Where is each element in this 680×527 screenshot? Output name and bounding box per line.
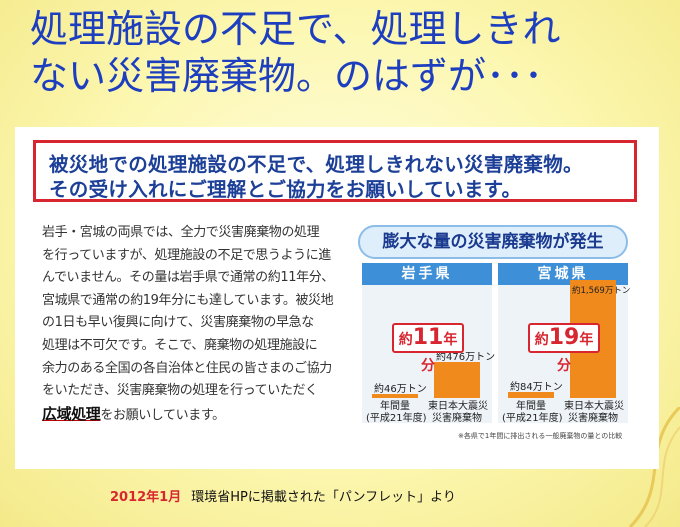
ratio-number: 11 xyxy=(412,325,444,350)
caption-text: 環境省HPに掲載された「パンフレット」より xyxy=(191,490,456,505)
pamphlet-headline-box: 被災地での処理施設の不足で、処理しきれない災害廃棄物。 その受け入れにご理解とご… xyxy=(33,140,637,202)
pamphlet-image: 被災地での処理施設の不足で、処理しきれない災害廃棄物。 その受け入れにご理解とご… xyxy=(15,127,659,469)
pamphlet-headline-line-2: その受け入れにご理解とご協力をお願いしています。 xyxy=(49,178,522,201)
chart-bar xyxy=(508,391,554,398)
body-line: をいただき、災害廃棄物の処理を行っていただく xyxy=(42,383,318,399)
body-line-last-rest: をお願いしています。 xyxy=(100,407,225,423)
waste-volume-chart: 膨大な量の災害廃棄物が発生 ※各県で1年間に排出される一般廃棄物の量との比較 岩… xyxy=(350,223,640,463)
chart-footnote: ※各県で1年間に排出される一般廃棄物の量との比較 xyxy=(458,432,623,440)
pamphlet-body-text: 岩手・宮城の両県では、全力で災害廃棄物の処理 を行っていますが、処理施設の不足で… xyxy=(42,222,342,427)
chart-bar xyxy=(372,394,418,398)
category-label: 年間量 (平成21年度) xyxy=(502,401,563,424)
bar-value-label: 約476万トン xyxy=(436,352,496,364)
body-line: 余力のある全国の各自治体と住民の皆さまのご協力 xyxy=(42,360,332,376)
chart-bar xyxy=(434,362,480,398)
chart-panel-header: 宮城県 xyxy=(498,263,628,285)
bar-value-label: 約84万トン xyxy=(510,381,563,393)
source-caption: 2012年1月 環境省HPに掲載された「パンフレット」より xyxy=(110,486,456,505)
slide-title-line-2: ない災害廃棄物。のはずが･･･ xyxy=(30,54,544,98)
ratio-number: 19 xyxy=(548,325,580,350)
body-line: を行っていますが、処理施設の不足で思うように進 xyxy=(42,247,331,263)
chart-panel-header: 岩手県 xyxy=(362,263,492,285)
ratio-suffix: 年分 xyxy=(557,332,594,374)
caption-date: 2012年1月 xyxy=(110,490,182,505)
bar-value-label: 約1,569万トン xyxy=(572,286,631,296)
slide-title-line-1: 処理施設の不足で、処理しきれ xyxy=(30,7,561,51)
pamphlet-headline-line-1: 被災地での処理施設の不足で、処理しきれない災害廃棄物。 xyxy=(49,153,583,176)
ratio-prefix: 約 xyxy=(398,332,413,348)
category-label: 東日本大震災 災害廃棄物 xyxy=(564,401,624,424)
bar-value-label: 約46万トン xyxy=(374,384,427,395)
slide-title: 処理施設の不足で、処理しきれ ない災害廃棄物。のはずが･･･ xyxy=(30,6,660,100)
body-line: 処理は不可欠です。そこで、廃棄物の処理施設に xyxy=(42,337,318,353)
years-ratio-badge: 約19年分 xyxy=(528,323,600,374)
category-label: 年間量 (平成21年度) xyxy=(366,401,427,424)
ratio-prefix: 約 xyxy=(534,332,549,348)
wide-area-highlight: 広域処理 xyxy=(42,404,101,423)
body-line: 岩手・宮城の両県では、全力で災害廃棄物の処理 xyxy=(42,225,320,240)
body-line-last: 広域処理をお願いしています。 xyxy=(42,403,342,428)
years-ratio-badge: 約11年分 xyxy=(392,323,464,374)
category-label: 東日本大震災 災害廃棄物 xyxy=(428,401,488,424)
chart-title: 膨大な量の災害廃棄物が発生 xyxy=(358,225,628,259)
ratio-suffix: 年分 xyxy=(421,332,458,374)
body-line: 宮城県で通常の約19年分にも達しています。被災地 xyxy=(42,292,334,308)
body-line: んでいません。その量は岩手県で通常の約11年分、 xyxy=(42,270,334,286)
body-line: の1日も早い復興に向けて、災害廃棄物の早急な xyxy=(42,315,314,331)
